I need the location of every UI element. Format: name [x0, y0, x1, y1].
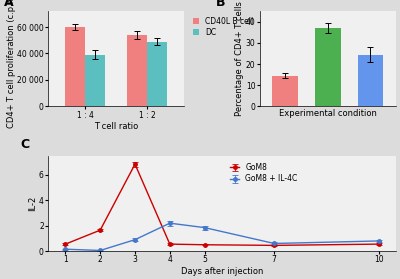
Legend: GoM8, GoM8 + IL-4C: GoM8, GoM8 + IL-4C — [228, 162, 299, 185]
Bar — [315, 28, 340, 106]
Bar — [128, 35, 147, 106]
Legend: CD40L B cell, DC: CD40L B cell, DC — [191, 15, 254, 38]
Bar — [147, 42, 167, 106]
Bar — [65, 27, 85, 106]
Bar — [85, 55, 105, 106]
Y-axis label: CD4+ T cell proliferation (c.p.m.): CD4+ T cell proliferation (c.p.m.) — [7, 0, 16, 128]
Y-axis label: IL-2: IL-2 — [28, 196, 38, 211]
X-axis label: Days after injection: Days after injection — [181, 267, 263, 276]
X-axis label: Experimental condition: Experimental condition — [279, 109, 377, 118]
Y-axis label: Percentage of CD4+ T cells: Percentage of CD4+ T cells — [235, 1, 244, 116]
Text: B: B — [216, 0, 225, 9]
X-axis label: T cell ratio: T cell ratio — [94, 122, 138, 131]
Bar — [358, 54, 383, 106]
Bar — [272, 76, 298, 106]
Text: C: C — [20, 138, 29, 151]
Text: A: A — [4, 0, 14, 9]
